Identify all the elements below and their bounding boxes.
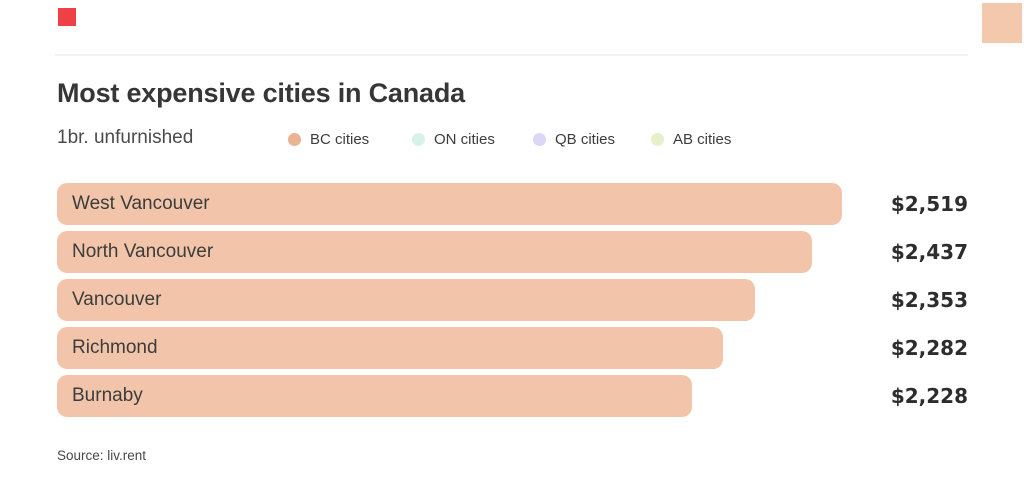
bar-value-label: $2,519 [890, 192, 968, 216]
chart-subtitle: 1br. unfurnished [57, 127, 194, 148]
legend-dot-on [412, 132, 425, 146]
bar-row: Richmond $2,282 [57, 327, 968, 369]
corner-peach-square [982, 3, 1022, 43]
bar-richmond: Richmond [57, 327, 723, 369]
bar-row: North Vancouver $2,437 [57, 231, 968, 273]
bar-city-label: West Vancouver [72, 193, 210, 214]
legend-item-bc-cities: BC cities [288, 130, 369, 148]
bar-row: Burnaby $2,228 [57, 375, 968, 417]
legend-dot-qb [533, 132, 546, 146]
bar-west-vancouver: West Vancouver [57, 183, 842, 225]
legend-item-ab-cities: AB cities [651, 130, 731, 148]
legend-label-qb: QB cities [555, 130, 616, 148]
bar-value-label: $2,353 [890, 288, 968, 312]
bar-vancouver: Vancouver [57, 279, 755, 321]
legend-item-on-cities: ON cities [412, 130, 495, 148]
bar-city-label: North Vancouver [72, 241, 214, 262]
bar-value-label: $2,282 [890, 336, 968, 360]
brand-red-square [58, 8, 76, 26]
legend-label-ab: AB cities [673, 130, 732, 148]
bar-value-label: $2,437 [890, 240, 968, 264]
source-attribution: Source: liv.rent [57, 448, 147, 463]
legend-item-qb-cities: QB cities [533, 130, 615, 148]
chart-title: Most expensive cities in Canada [57, 78, 465, 108]
bar-city-label: Burnaby [72, 385, 143, 406]
legend-dot-bc [288, 132, 301, 146]
bar-city-label: Vancouver [72, 289, 162, 310]
legend-dot-ab [651, 132, 664, 146]
legend-label-bc: BC cities [310, 130, 370, 148]
bar-value-label: $2,228 [890, 384, 968, 408]
legend-label-on: ON cities [434, 130, 495, 148]
bar-row: Vancouver $2,353 [57, 279, 968, 321]
bar-burnaby: Burnaby [57, 375, 692, 417]
bar-chart-rows: West Vancouver $2,519 North Vancouver $2,43… [57, 183, 968, 423]
bar-north-vancouver: North Vancouver [57, 231, 812, 273]
top-divider [55, 54, 968, 56]
bar-city-label: Richmond [72, 337, 158, 358]
bar-row: West Vancouver $2,519 [57, 183, 968, 225]
